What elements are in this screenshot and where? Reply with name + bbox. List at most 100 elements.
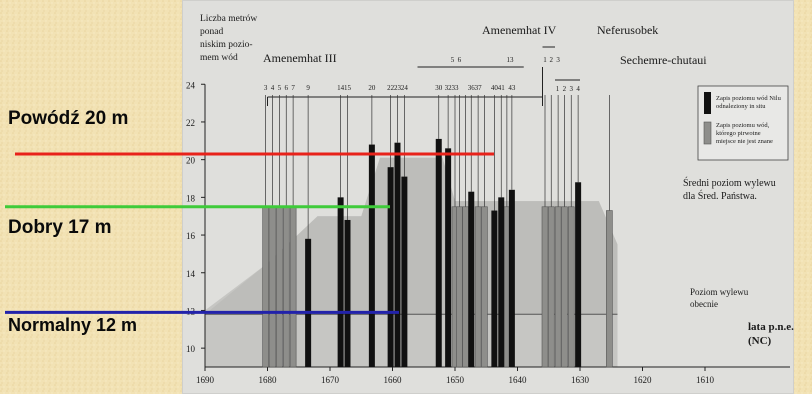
flood-20m-label: Powódź 20 m (8, 108, 129, 129)
legend-text-in-situ: odnaleziony in situ (716, 103, 766, 110)
current-level-annotation: obecnie (690, 299, 718, 309)
regnal-year-label: 22 (387, 84, 395, 92)
flood-bar-in-situ (498, 197, 505, 367)
reign-label: Amenemhat IV (482, 23, 557, 37)
y-tick-label: 14 (186, 269, 196, 279)
regnal-year-label: 2 (563, 85, 567, 93)
current-level-annotation: Poziom wylewu (690, 287, 749, 297)
regnal-year-label: 36 (468, 84, 476, 92)
regnal-year-label: 32 (445, 84, 453, 92)
y-axis-title-line: mem wód (200, 53, 238, 63)
regnal-year-label: 2 (550, 56, 554, 64)
regnal-year-label: 14 (337, 84, 345, 92)
regnal-year-label: 37 (475, 84, 483, 92)
regnal-year-label: 5 (278, 84, 282, 92)
regnal-year-label: 5 (451, 56, 455, 64)
regnal-year-label: 7 (291, 84, 295, 92)
flood-bar-unknown-origin (481, 206, 488, 368)
x-tick-label: 1650 (446, 375, 465, 385)
flood-bar-unknown-origin (541, 206, 549, 368)
regnal-year-label: 3 (264, 84, 268, 92)
flood-bar-unknown-origin (547, 206, 555, 368)
y-tick-label: 20 (186, 156, 196, 166)
regnal-year-label: 23 (394, 84, 402, 92)
legend-text-unknown: miejsce nie jest znane (716, 138, 773, 145)
flood-bar-in-situ (435, 138, 442, 367)
regnal-year-label: 1 (556, 85, 560, 93)
flood-bar-unknown-origin (282, 206, 290, 368)
y-axis-title-line: ponad (200, 27, 223, 37)
normal-12m-label: Normalny 12 m (8, 315, 138, 335)
good-17m-label: Dobry 17 m (8, 217, 112, 238)
flood-bar-unknown-origin (561, 206, 568, 368)
x-tick-label: 1620 (634, 375, 653, 385)
y-axis-title-line: Liczba metrów (200, 14, 257, 24)
regnal-year-label: 41 (498, 84, 506, 92)
x-axis-title-line: lata p.n.e. (748, 321, 794, 333)
regnal-year-label: 33 (452, 84, 460, 92)
reign-label: Amenemhat III (263, 51, 337, 65)
legend-text-unknown: którego pirwotne (716, 130, 761, 137)
flood-bar-unknown-origin (474, 206, 482, 368)
x-tick-label: 1660 (384, 375, 403, 385)
flood-bar-in-situ (445, 148, 452, 367)
regnal-year-label: 24 (401, 84, 409, 92)
x-tick-label: 1630 (571, 375, 590, 385)
avg-flood-annotation: Średni poziom wylewu (683, 177, 776, 189)
regnal-year-label: 43 (508, 84, 516, 92)
regnal-year-label: 15 (344, 84, 352, 92)
flood-bar-in-situ (508, 189, 515, 367)
legend-text-in-situ: Zapis poziomu wód Nilu (716, 95, 782, 102)
y-tick-label: 10 (186, 344, 196, 354)
flood-bar-in-situ (344, 219, 351, 367)
regnal-year-label: 6 (458, 56, 462, 64)
regnal-year-label: 30 (435, 84, 443, 92)
flood-bar-in-situ (394, 142, 401, 367)
legend-text-unknown: Zapis poziomu wód, (716, 122, 770, 129)
avg-flood-annotation: dla Śred. Państwa. (683, 190, 757, 202)
flood-bar-in-situ (491, 210, 498, 367)
flood-bar-in-situ (575, 182, 582, 367)
regnal-year-label: 3 (570, 85, 574, 93)
x-axis-title-line: (NC) (748, 335, 772, 347)
y-axis-title-line: niskim pozio- (200, 40, 253, 50)
regnal-year-label: 4 (271, 84, 275, 92)
regnal-year-label: 4 (576, 85, 580, 93)
flood-bar-in-situ (468, 191, 475, 367)
flood-bar-unknown-origin (262, 206, 269, 368)
flood-bar-unknown-origin (276, 206, 283, 368)
legend-swatch-unknown (703, 121, 712, 145)
regnal-year-label: 40 (491, 84, 499, 92)
flood-bar-unknown-origin (567, 206, 575, 368)
x-tick-label: 1670 (321, 375, 340, 385)
regnal-year-label: 6 (285, 84, 289, 92)
flood-bar-unknown-origin (269, 206, 276, 368)
reign-label: Sechemre-chutaui (620, 53, 707, 67)
flood-bar-in-situ (401, 176, 408, 367)
x-tick-label: 1640 (509, 375, 528, 385)
flood-bar-unknown-origin (554, 206, 562, 368)
y-tick-label: 22 (186, 118, 195, 128)
y-tick-label: 18 (186, 193, 196, 203)
flood-bar-unknown-origin (462, 206, 469, 368)
reign-label: Neferusobek (597, 23, 658, 37)
regnal-year-label: 9 (306, 84, 310, 92)
flood-bar-in-situ (305, 238, 312, 367)
flood-bar-unknown-origin (456, 206, 463, 368)
x-tick-label: 1690 (196, 375, 215, 385)
regnal-year-label: 13 (507, 56, 515, 64)
y-tick-label: 16 (186, 231, 196, 241)
flood-bar-unknown-origin (606, 210, 613, 368)
y-tick-label: 24 (186, 80, 196, 90)
flood-bar-in-situ (368, 144, 375, 367)
x-tick-label: 1610 (696, 375, 715, 385)
flood-bar-in-situ (387, 167, 394, 367)
regnal-year-label: 3 (556, 56, 560, 64)
legend-box (697, 85, 789, 161)
flood-bar-in-situ (337, 197, 344, 367)
regnal-year-label: 1 (543, 56, 547, 64)
x-tick-label: 1680 (259, 375, 278, 385)
legend-swatch-in-situ (704, 92, 711, 114)
flood-bar-unknown-origin (289, 206, 297, 368)
